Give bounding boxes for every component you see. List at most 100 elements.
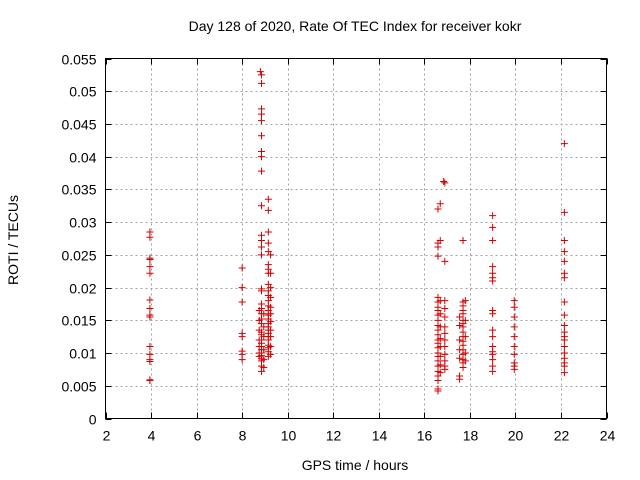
y-tick-label: 0.035 [61, 182, 96, 198]
x-tick-label: 10 [281, 428, 297, 444]
data-point [441, 297, 449, 305]
chart-title: Day 128 of 2020, Rate Of TEC Index for r… [189, 18, 522, 34]
data-point [267, 333, 275, 341]
data-point [267, 310, 275, 318]
data-point [146, 269, 154, 277]
data-point [436, 200, 444, 208]
data-point [238, 298, 246, 306]
data-point [264, 195, 272, 203]
data-point [267, 318, 275, 326]
y-tick-labels: 0 0.005 0.01 0.015 0.02 0.025 0.03 0.035 0.04 0.0… [61, 52, 96, 428]
grid-lines [105, 58, 607, 419]
data-point [238, 284, 246, 292]
data-point [255, 316, 263, 324]
data-point [146, 305, 154, 313]
data-point [461, 297, 469, 305]
data-point [257, 153, 265, 161]
data-point [146, 358, 154, 366]
data-point [257, 117, 265, 125]
data-point [441, 179, 449, 187]
data-point [461, 333, 469, 341]
data-point [510, 350, 518, 358]
y-tick-label: 0.04 [69, 150, 96, 166]
y-tick-label: 0.045 [61, 117, 96, 133]
x-tick-labels: 2 4 6 8 10 12 14 16 18 20 22 24 [103, 428, 616, 444]
data-point [257, 236, 265, 244]
data-point [436, 310, 444, 318]
data-point [440, 178, 448, 186]
x-tick-label: 20 [508, 428, 524, 444]
data-point [510, 297, 518, 305]
data-point [146, 263, 154, 271]
data-point [257, 132, 265, 140]
data-point [267, 350, 275, 358]
y-tick-label: 0 [89, 412, 97, 428]
data-point [456, 354, 464, 362]
x-tick-label: 24 [600, 428, 616, 444]
data-point [436, 352, 444, 360]
data-point [560, 362, 568, 370]
y-tick-label: 0.055 [61, 52, 96, 68]
data-point [436, 369, 444, 377]
y-axis-label: ROTI / TECUs [5, 195, 21, 285]
data-point [560, 369, 568, 377]
data-point [459, 363, 467, 371]
data-point [436, 335, 444, 343]
data-point [267, 284, 275, 292]
data-point [146, 343, 154, 350]
y-tick-label: 0.025 [61, 248, 96, 264]
data-point [441, 336, 449, 344]
data-point [489, 367, 497, 375]
data-point [255, 307, 263, 314]
data-point [434, 205, 442, 213]
data-point [260, 356, 268, 364]
data-point [238, 333, 246, 341]
data-point [264, 228, 272, 236]
data-point [489, 236, 497, 244]
data-point [255, 336, 263, 344]
data-point [434, 252, 442, 260]
data-point [459, 236, 467, 244]
data-point [461, 349, 469, 357]
data-point [461, 357, 469, 365]
data-point [560, 257, 568, 265]
x-tick-label: 14 [372, 428, 388, 444]
x-tick-label: 2 [103, 428, 111, 444]
data-point [510, 323, 518, 331]
data-point [489, 356, 497, 364]
data-point [560, 336, 568, 344]
data-point [146, 296, 154, 304]
data-point [238, 264, 246, 272]
data-point [441, 365, 449, 373]
data-point [489, 223, 497, 231]
data-point [441, 343, 449, 350]
data-point [434, 243, 442, 251]
data-point [257, 79, 265, 87]
data-point [146, 313, 154, 321]
data-point [146, 233, 154, 241]
x-tick-label: 18 [463, 428, 479, 444]
data-point [489, 333, 497, 341]
y-tick-label: 0.02 [69, 281, 96, 297]
y-tick-label: 0.01 [69, 346, 96, 362]
data-point [255, 352, 263, 360]
data-point [560, 274, 568, 282]
data-point [560, 208, 568, 216]
data-point [456, 375, 464, 383]
data-point [489, 212, 497, 220]
data-point [560, 322, 568, 330]
data-point [456, 313, 464, 321]
data-point [560, 140, 568, 148]
data-points [146, 68, 568, 395]
data-point [267, 251, 275, 259]
x-tick-label: 12 [326, 428, 342, 444]
x-tick-label: 16 [417, 428, 433, 444]
data-point [267, 303, 275, 311]
data-point [489, 277, 497, 285]
data-point [238, 356, 246, 364]
data-point [489, 263, 497, 271]
data-point [560, 248, 568, 256]
data-point [260, 346, 268, 354]
data-point [510, 303, 518, 311]
